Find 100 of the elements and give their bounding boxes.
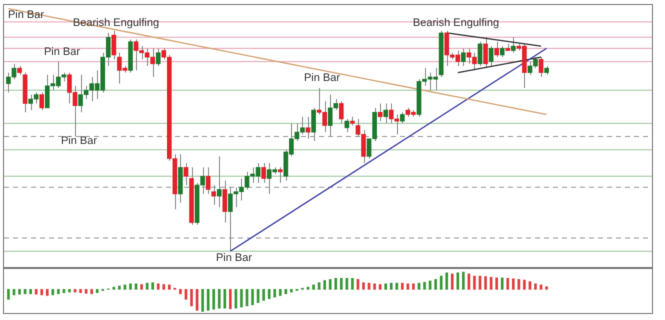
bar — [201, 289, 204, 312]
candlestick — [112, 30, 116, 60]
candlestick — [488, 46, 494, 66]
bar — [251, 289, 254, 306]
bar — [24, 289, 26, 294]
candlestick — [39, 92, 44, 111]
bar — [512, 278, 515, 290]
candlestick — [483, 36, 488, 69]
bar — [351, 278, 354, 290]
bar — [340, 278, 343, 290]
candlestick — [494, 41, 499, 58]
bar — [129, 284, 132, 290]
bar — [234, 289, 238, 308]
bar — [46, 289, 49, 296]
bar — [140, 284, 143, 290]
bar — [428, 280, 432, 290]
candlestick — [261, 162, 266, 184]
bar — [79, 289, 82, 293]
bar — [57, 289, 60, 294]
bar — [118, 286, 121, 290]
bar — [484, 276, 487, 290]
bar — [151, 282, 154, 290]
bar — [384, 284, 388, 290]
bar — [278, 289, 282, 296]
bar — [473, 276, 476, 290]
candlestick — [461, 48, 466, 66]
bar — [306, 286, 310, 290]
bar — [495, 278, 498, 290]
bar — [368, 282, 370, 290]
bar — [246, 289, 248, 306]
bar — [84, 289, 88, 294]
bar — [362, 282, 365, 290]
bar — [450, 274, 454, 290]
bar — [284, 289, 288, 294]
bar — [418, 282, 420, 290]
candlestick — [184, 162, 188, 186]
bar — [7, 289, 10, 300]
bar — [212, 289, 216, 310]
bar — [290, 289, 293, 292]
bar — [373, 284, 376, 290]
bar — [506, 278, 510, 290]
candlestick — [344, 118, 350, 133]
bar — [328, 279, 332, 290]
bar — [534, 284, 537, 290]
bar — [168, 284, 171, 290]
candlestick — [400, 112, 405, 124]
candlestick — [311, 107, 316, 142]
text: Bearish Engulfing — [412, 17, 500, 30]
bar — [478, 276, 482, 290]
bar — [162, 284, 166, 290]
bar — [223, 289, 226, 308]
bar — [240, 289, 243, 308]
bar — [500, 278, 504, 290]
candlestick — [478, 41, 482, 66]
text: Pin Bar — [216, 252, 252, 264]
bar — [206, 289, 210, 311]
bar — [68, 289, 71, 292]
bar — [434, 279, 437, 290]
candlestick — [338, 100, 344, 124]
bar — [318, 282, 320, 290]
bar — [445, 272, 448, 290]
candlestick — [216, 156, 222, 208]
bar — [268, 289, 271, 299]
bar — [51, 289, 54, 296]
bar — [440, 276, 443, 290]
candlestick — [156, 48, 161, 66]
bar — [74, 289, 76, 292]
bar — [18, 289, 21, 295]
bar — [262, 289, 265, 301]
candlestick — [383, 102, 388, 124]
bar — [218, 289, 221, 308]
bar — [490, 276, 492, 290]
bar — [34, 289, 38, 295]
bar — [190, 289, 193, 306]
bar — [12, 289, 16, 296]
candlestick — [510, 36, 516, 54]
bar — [378, 284, 382, 290]
candlestick — [538, 56, 544, 78]
bar — [90, 289, 93, 294]
bar — [423, 282, 426, 290]
bar — [40, 289, 44, 296]
bar — [29, 289, 32, 294]
bar — [346, 278, 348, 290]
annotation: Pin Bar — [60, 135, 98, 148]
bar — [468, 274, 470, 290]
bar — [518, 279, 520, 290]
bar — [334, 278, 338, 290]
bar — [62, 289, 66, 293]
bar — [323, 280, 326, 290]
bar — [134, 284, 138, 290]
candlestick — [306, 116, 310, 140]
bar — [462, 272, 465, 290]
bar — [406, 284, 410, 290]
bar — [356, 279, 360, 290]
bar — [96, 289, 99, 293]
bar — [412, 284, 415, 290]
annotation: Pin Bar — [304, 72, 340, 84]
bar — [456, 272, 460, 290]
bar — [273, 289, 276, 298]
annotation: Pin Bar — [44, 46, 80, 58]
